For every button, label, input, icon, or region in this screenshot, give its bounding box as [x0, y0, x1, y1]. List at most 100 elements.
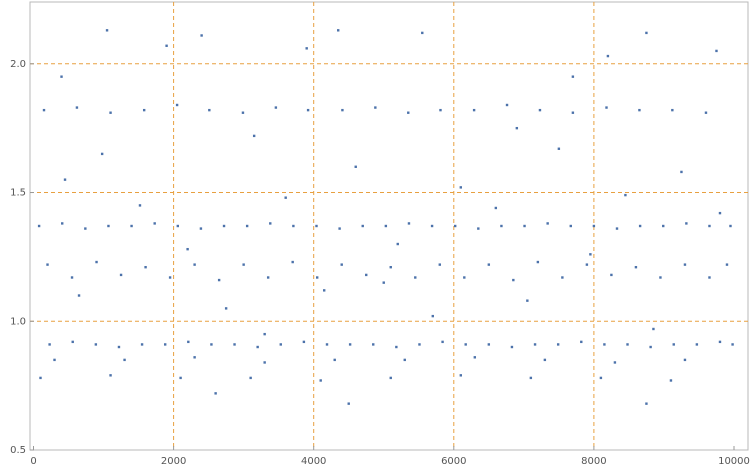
point	[389, 376, 392, 380]
point	[241, 111, 245, 114]
x-tick-label: 6000	[441, 456, 466, 467]
point	[546, 222, 549, 225]
x-tick-label: 8000	[581, 456, 606, 467]
point	[731, 343, 734, 346]
point	[302, 340, 306, 344]
point	[117, 345, 121, 349]
y-tick-label: 1.5	[10, 188, 26, 199]
point	[266, 276, 270, 279]
point	[316, 276, 319, 279]
point	[144, 265, 147, 269]
point	[279, 343, 282, 346]
point	[95, 260, 98, 264]
point	[224, 307, 228, 310]
point	[683, 263, 687, 266]
point	[634, 265, 638, 269]
point	[396, 242, 399, 246]
point	[199, 227, 203, 230]
point	[529, 376, 533, 380]
point	[263, 361, 266, 364]
point	[662, 224, 665, 228]
point	[142, 108, 146, 112]
point	[638, 108, 641, 112]
point	[605, 106, 608, 109]
point	[61, 222, 64, 225]
point	[337, 29, 340, 32]
point	[338, 227, 341, 230]
point	[580, 340, 583, 344]
point	[140, 343, 144, 346]
point	[473, 356, 477, 359]
point	[347, 402, 350, 405]
point	[533, 343, 537, 346]
point	[217, 278, 221, 282]
point	[680, 170, 683, 174]
point	[372, 343, 375, 346]
point	[430, 224, 434, 228]
point	[249, 376, 252, 380]
point	[70, 276, 74, 279]
point	[624, 193, 627, 197]
point	[403, 358, 406, 362]
point	[649, 345, 652, 349]
point	[193, 263, 196, 266]
point	[306, 108, 310, 112]
point	[704, 111, 708, 114]
point	[715, 49, 718, 53]
point	[477, 227, 480, 230]
point	[389, 265, 392, 269]
point	[187, 340, 190, 344]
point	[659, 276, 662, 279]
point	[487, 263, 491, 266]
point	[414, 276, 417, 279]
point	[418, 343, 421, 346]
point	[365, 273, 368, 277]
point	[592, 224, 596, 228]
point	[242, 263, 245, 266]
point	[438, 263, 441, 266]
point	[510, 345, 514, 349]
point	[163, 343, 167, 346]
point	[153, 222, 156, 225]
point	[671, 108, 674, 112]
point	[439, 108, 442, 112]
point	[685, 222, 688, 225]
point	[672, 343, 675, 346]
point	[382, 281, 385, 284]
point	[354, 165, 357, 168]
point	[543, 358, 547, 362]
point	[500, 224, 503, 228]
point	[645, 402, 648, 405]
point	[256, 345, 259, 349]
point	[571, 75, 575, 78]
point	[119, 273, 123, 277]
point	[63, 178, 67, 181]
point	[453, 224, 457, 228]
point	[245, 224, 249, 228]
point	[130, 224, 133, 228]
point	[708, 224, 711, 228]
point	[464, 343, 467, 346]
point	[105, 29, 109, 32]
point	[252, 134, 256, 138]
point	[340, 263, 343, 266]
point	[729, 224, 732, 228]
point	[652, 327, 655, 331]
point	[42, 108, 46, 112]
point	[323, 289, 326, 292]
point	[138, 204, 142, 207]
point	[599, 376, 603, 380]
point	[526, 299, 529, 302]
point	[222, 224, 226, 228]
y-tick-label: 0.5	[10, 445, 26, 456]
point	[46, 263, 49, 266]
point	[175, 103, 179, 107]
x-tick-label: 10000	[718, 456, 750, 467]
point	[179, 376, 182, 380]
point	[725, 263, 729, 266]
point	[165, 44, 168, 47]
x-tick-label: 0	[30, 456, 36, 467]
point	[100, 152, 104, 156]
point	[291, 260, 294, 264]
